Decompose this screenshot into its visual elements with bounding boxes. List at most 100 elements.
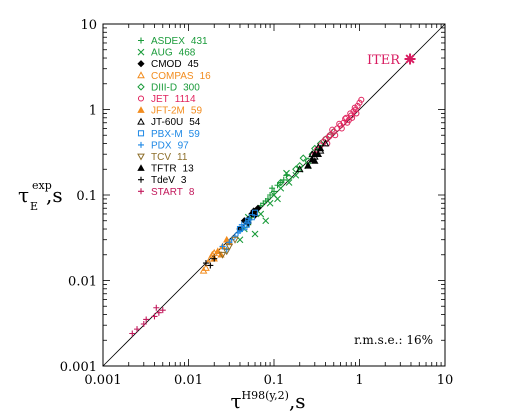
series-tftr xyxy=(304,144,325,169)
series-start xyxy=(129,304,166,337)
legend-series-count: 97 xyxy=(178,140,190,151)
data-point xyxy=(232,233,239,240)
data-point xyxy=(208,250,217,258)
legend-series-count: 11 xyxy=(177,152,188,163)
data-point xyxy=(271,188,277,195)
legend-series-name: PDX xyxy=(151,140,172,151)
legend-entry: JET 1114 xyxy=(137,94,196,105)
data-point xyxy=(285,179,293,186)
axis-ticks: 0.001 0.01 0.1 1 10 0.001 0.01 0.1 1 10 xyxy=(60,18,453,388)
legend-series-count: 54 xyxy=(189,117,201,128)
data-point xyxy=(269,185,276,192)
x-tick-label: 10 xyxy=(437,373,454,388)
data-point xyxy=(285,173,293,182)
legend-marker xyxy=(138,37,144,44)
legend-entry: CMOD 45 xyxy=(137,59,199,70)
data-point xyxy=(342,115,349,122)
svg-text:τH98(y,2),s: τH98(y,2),s xyxy=(230,389,305,413)
y-tick-label: 0.001 xyxy=(60,360,97,375)
data-point xyxy=(296,162,304,170)
data-point xyxy=(316,144,325,152)
y-axis-label-sub: E xyxy=(30,200,38,213)
data-point xyxy=(151,313,158,320)
legend-entry: ASDEX 431 xyxy=(138,36,208,47)
data-point xyxy=(277,179,284,186)
series-pdx xyxy=(219,217,252,253)
legend-label: ASDEX 431 xyxy=(151,36,208,47)
data-point xyxy=(274,195,281,203)
legend-series-name: AUG xyxy=(151,48,173,59)
data-point xyxy=(225,243,234,251)
data-point xyxy=(274,182,281,189)
legend-marker xyxy=(138,176,144,183)
legend-label: CMOD 45 xyxy=(151,59,199,70)
rmse-label: r.m.s.e.: 16% xyxy=(354,333,433,347)
y-tick-label: 1 xyxy=(89,104,97,119)
y-tick-label: 0.01 xyxy=(68,275,97,290)
legend-series-name: TFTR xyxy=(151,164,177,175)
data-point xyxy=(358,96,365,103)
x-tick-label: 0.001 xyxy=(84,373,121,388)
y-axis-label-main: τ xyxy=(18,183,29,207)
legend-series-count: 59 xyxy=(189,129,201,140)
data-point xyxy=(267,192,274,198)
data-point xyxy=(241,224,248,231)
legend-series-count: 431 xyxy=(191,36,208,47)
data-point xyxy=(202,260,209,267)
data-point xyxy=(235,229,242,236)
data-point xyxy=(202,263,210,271)
legend-series-count: 300 xyxy=(183,82,200,93)
legend-entry: PBX-M 59 xyxy=(137,129,200,140)
data-point xyxy=(257,210,265,218)
legend-marker xyxy=(137,106,145,113)
legend-label: JT-60U 54 xyxy=(151,117,201,128)
legend-label: PDX 97 xyxy=(151,140,189,151)
data-point xyxy=(223,246,230,253)
data-point xyxy=(262,217,270,225)
legend-series-count: 13 xyxy=(183,164,195,175)
series-aug xyxy=(236,162,312,244)
data-point xyxy=(129,330,136,337)
legend-series-name: TCV xyxy=(151,152,171,163)
legend-marker xyxy=(137,130,145,137)
legend-series-name: COMPAS xyxy=(151,71,194,82)
data-point xyxy=(251,230,259,238)
data-point xyxy=(218,251,227,259)
legend-series-name: JFT-2M xyxy=(151,106,185,117)
legend-marker xyxy=(137,153,145,161)
legend-series-name: DIII-D xyxy=(151,82,177,93)
legend-series-count: 45 xyxy=(188,59,200,70)
data-point xyxy=(140,320,147,327)
legend-marker xyxy=(137,117,145,125)
series-tdev xyxy=(202,255,218,269)
data-point xyxy=(231,236,239,244)
x-axis-label-suffix: ,s xyxy=(289,389,306,413)
y-axis-label-sup: exp xyxy=(32,179,52,192)
legend-label: START 8 xyxy=(151,187,195,198)
data-point xyxy=(245,217,252,224)
legend-series-name: PBX-M xyxy=(151,129,183,140)
x-tick-label: 1 xyxy=(355,373,363,388)
data-point xyxy=(311,157,319,164)
legend-series-count: 16 xyxy=(200,71,212,82)
data-point xyxy=(143,316,150,323)
data-point xyxy=(248,214,255,221)
legend-entry: TdeV 3 xyxy=(138,175,187,186)
data-point xyxy=(266,199,274,207)
legend-entry: COMPAS 16 xyxy=(137,71,211,82)
data-point xyxy=(159,307,166,314)
data-point xyxy=(351,104,358,111)
data-point xyxy=(304,161,312,169)
legend-label: COMPAS 16 xyxy=(151,71,211,82)
legend-entry: DIII-D 300 xyxy=(137,82,200,93)
x-axis-label-sup: H98(y,2) xyxy=(242,389,289,402)
data-point xyxy=(347,110,354,117)
legend-marker xyxy=(137,95,145,102)
data-point xyxy=(277,184,285,192)
legend-entry: START 8 xyxy=(138,187,195,198)
legend-label: PBX-M 59 xyxy=(151,129,200,140)
legend-label: TdeV 3 xyxy=(151,175,187,186)
legend-entry: TFTR 13 xyxy=(137,164,195,175)
